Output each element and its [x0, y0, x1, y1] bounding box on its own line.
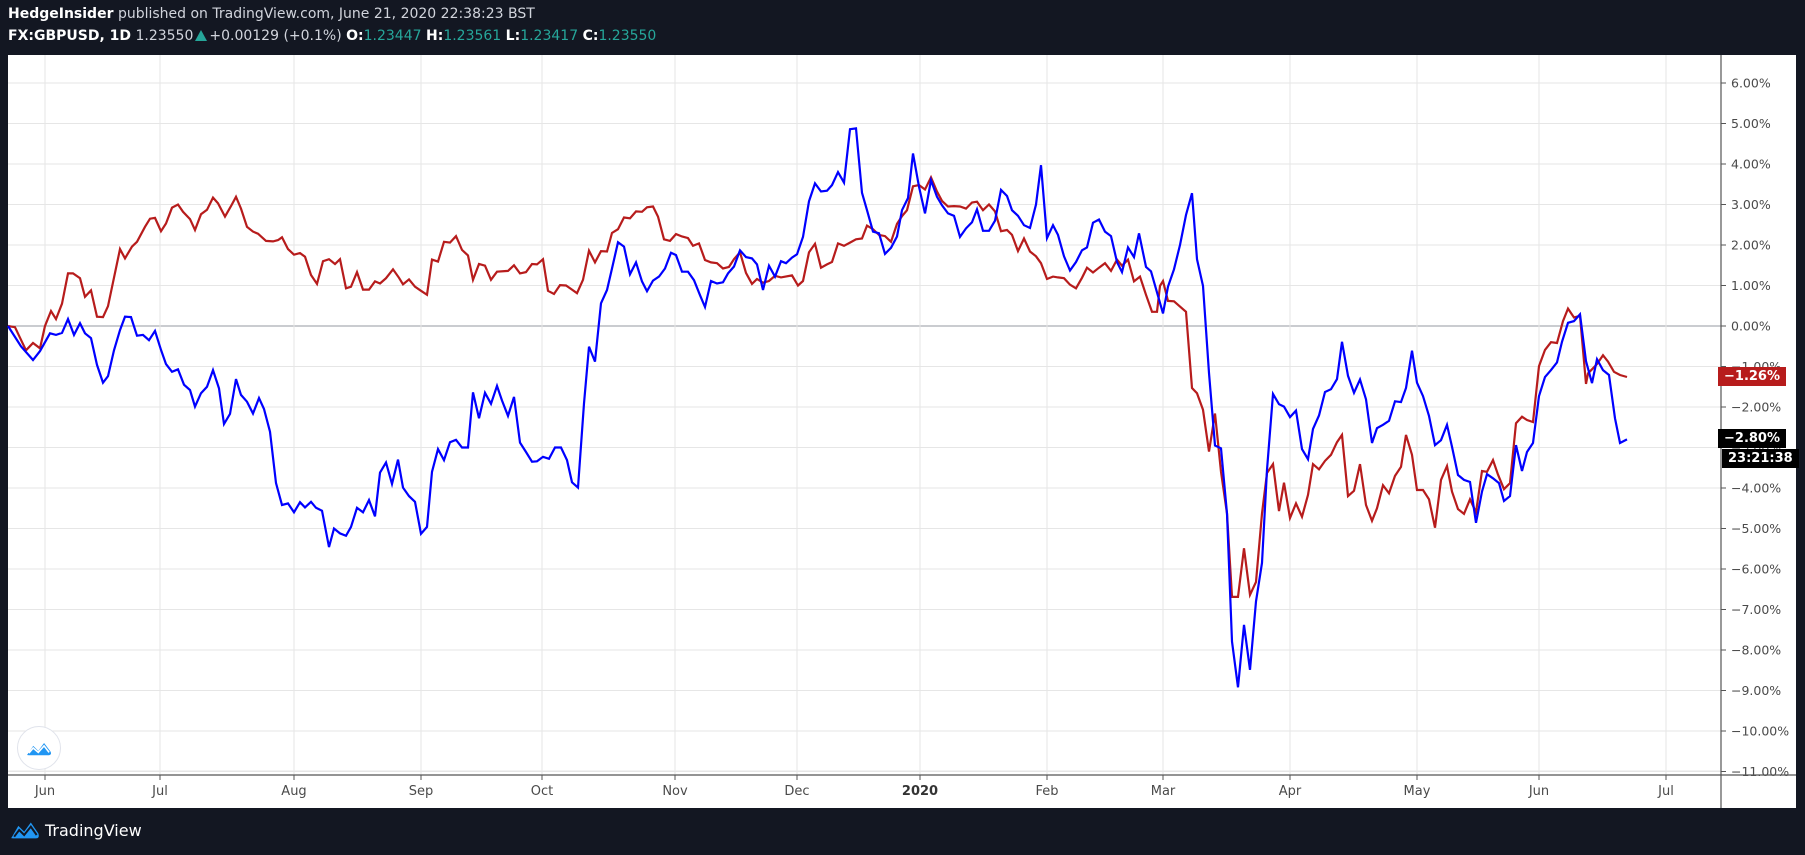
x-tick-label: Jun [1528, 784, 1549, 799]
publisher-name[interactable]: HedgeInsider [8, 6, 114, 22]
x-tick-label: May [1404, 784, 1431, 799]
y-tick-label: 2.00% [1731, 238, 1771, 253]
y-tick-label: −8.00% [1731, 643, 1781, 658]
symbol-name: FX:GBPUSD, 1D [8, 28, 132, 44]
red-series-line[interactable] [7, 174, 1628, 599]
footer: TradingView [10, 820, 142, 840]
y-tick-label: 0.00% [1731, 319, 1771, 334]
x-tick-label: Jul [1657, 784, 1674, 799]
y-tick-label: −4.00% [1731, 481, 1781, 496]
x-tick-label: Mar [1151, 784, 1176, 799]
y-tick-label: −10.00% [1731, 724, 1789, 739]
y-tick-label: 5.00% [1731, 116, 1771, 131]
footer-brand[interactable]: TradingView [45, 820, 142, 840]
y-tick-label: −2.00% [1731, 400, 1781, 415]
tradingview-watermark[interactable] [17, 726, 61, 770]
x-tick-label: Dec [784, 784, 809, 799]
price-change: +0.00129 (+0.1%) [209, 28, 342, 44]
y-tick-label: −9.00% [1731, 683, 1781, 698]
close-label: C: [582, 28, 599, 44]
y-tick-label: 3.00% [1731, 197, 1771, 212]
triangle-up-icon [195, 30, 208, 41]
chart-panel[interactable] [8, 55, 1796, 808]
x-tick-label: Sep [409, 784, 434, 799]
x-tick-label: Aug [281, 784, 306, 799]
y-tick-label: 4.00% [1731, 157, 1771, 172]
y-tick-label: −5.00% [1731, 521, 1781, 536]
x-tick-label: Feb [1035, 784, 1058, 799]
published-text: published on TradingView.com, June 21, 2… [117, 6, 535, 22]
tradingview-logo-icon [11, 822, 39, 839]
y-tick-label: −11.00% [1731, 764, 1789, 779]
x-tick-label: Apr [1279, 784, 1302, 799]
tradingview-logo-icon [26, 742, 52, 756]
open-value: 1.23447 [363, 28, 422, 44]
axes: 6.00%5.00%4.00%3.00%2.00%1.00%0.00%−1.00… [8, 55, 1796, 808]
y-tick-label: 6.00% [1731, 76, 1771, 91]
x-tick-label: Jun [34, 784, 55, 799]
publish-info: HedgeInsider published on TradingView.co… [8, 6, 535, 22]
close-value: 1.23550 [598, 28, 657, 44]
y-tick-label: −7.00% [1731, 602, 1781, 617]
open-label: O: [346, 28, 364, 44]
low-label: L: [505, 28, 521, 44]
high-value: 1.23561 [443, 28, 502, 44]
blue-series-value-badge: −2.80% [1718, 429, 1786, 448]
last-price: 1.23550 [135, 28, 194, 44]
blue-series-line[interactable] [7, 127, 1628, 688]
grid-lines [8, 55, 1721, 775]
y-tick-label: 1.00% [1731, 278, 1771, 293]
symbol-legend: FX:GBPUSD, 1D 1.23550 +0.00129 (+0.1%) O:… [8, 28, 656, 44]
x-tick-label: Nov [662, 784, 688, 799]
bar-countdown: 23:21:38 [1722, 449, 1799, 468]
y-tick-label: −6.00% [1731, 562, 1781, 577]
high-label: H: [425, 28, 444, 44]
x-tick-label: Oct [531, 784, 553, 799]
series-lines [7, 127, 1628, 688]
x-tick-label: 2020 [902, 784, 938, 799]
low-value: 1.23417 [520, 28, 579, 44]
red-series-value-badge: −1.26% [1718, 367, 1786, 386]
x-tick-label: Jul [151, 784, 168, 799]
